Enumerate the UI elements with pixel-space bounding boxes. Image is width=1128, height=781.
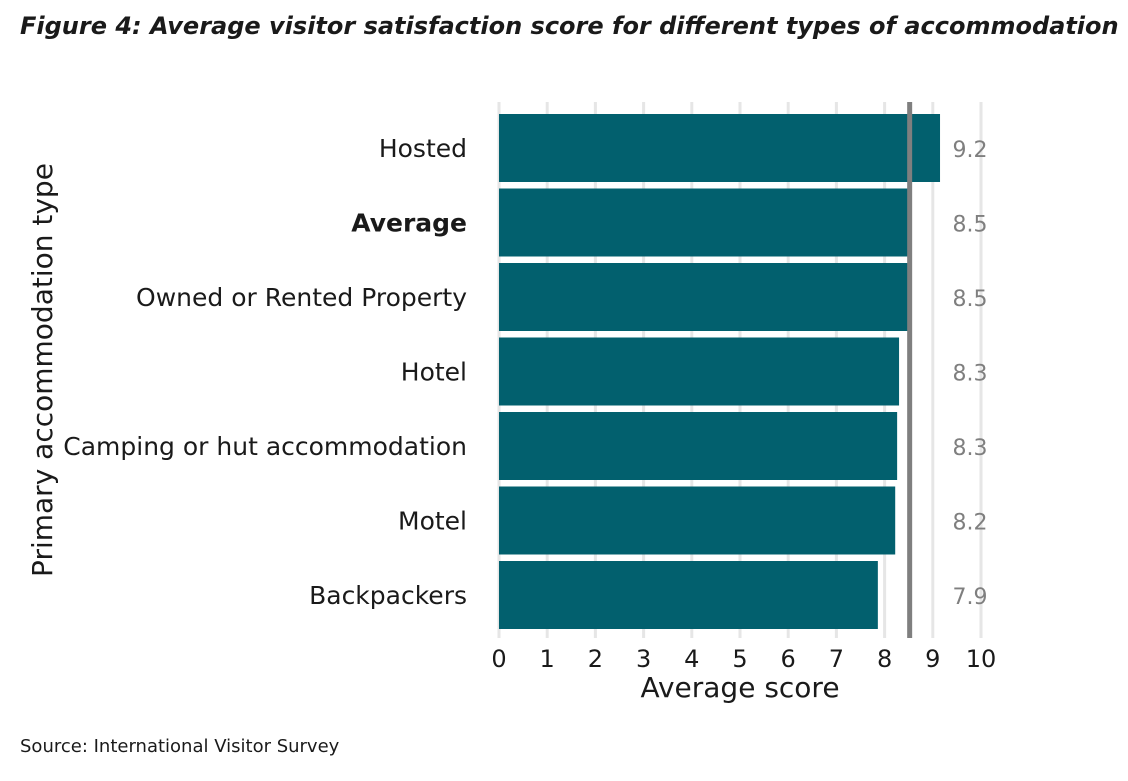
x-tick-label: 0 <box>491 645 506 673</box>
y-axis-title: Primary accommodation type <box>26 163 59 577</box>
x-tick-label: 5 <box>732 645 747 673</box>
figure-title: Figure 4: Average visitor satisfaction s… <box>20 12 1119 40</box>
x-tick-label: 1 <box>540 645 555 673</box>
x-tick-label: 2 <box>588 645 603 673</box>
value-label: 8.5 <box>953 213 988 238</box>
x-tick-label: 6 <box>781 645 796 673</box>
bar <box>499 486 896 555</box>
bar <box>499 188 910 257</box>
category-label: Average <box>351 209 467 238</box>
bar <box>499 561 878 629</box>
category-label: Hosted <box>379 134 467 163</box>
bar <box>499 114 941 182</box>
category-label: Owned or Rented Property <box>136 283 467 312</box>
bar <box>499 412 898 480</box>
category-label: Hotel <box>401 358 467 387</box>
value-label: 8.2 <box>953 511 988 536</box>
category-label: Motel <box>398 507 467 536</box>
bar <box>499 337 900 406</box>
x-tick-label: 7 <box>829 645 844 673</box>
x-tick-label: 4 <box>684 645 699 673</box>
value-label: 8.5 <box>953 287 988 312</box>
value-label: 7.9 <box>953 585 988 610</box>
x-tick-label: 10 <box>966 645 997 673</box>
value-label: 8.3 <box>953 436 988 461</box>
x-tick-label: 8 <box>877 645 892 673</box>
value-label: 9.2 <box>953 138 988 163</box>
category-label: Backpackers <box>309 581 467 610</box>
x-axis-title: Average score <box>640 671 839 704</box>
bar <box>499 263 908 331</box>
category-label: Camping or hut accommodation <box>63 432 467 461</box>
x-tick-label: 3 <box>636 645 651 673</box>
source-note: Source: International Visitor Survey <box>20 736 340 757</box>
value-label: 8.3 <box>953 362 988 387</box>
x-tick-label: 9 <box>925 645 940 673</box>
